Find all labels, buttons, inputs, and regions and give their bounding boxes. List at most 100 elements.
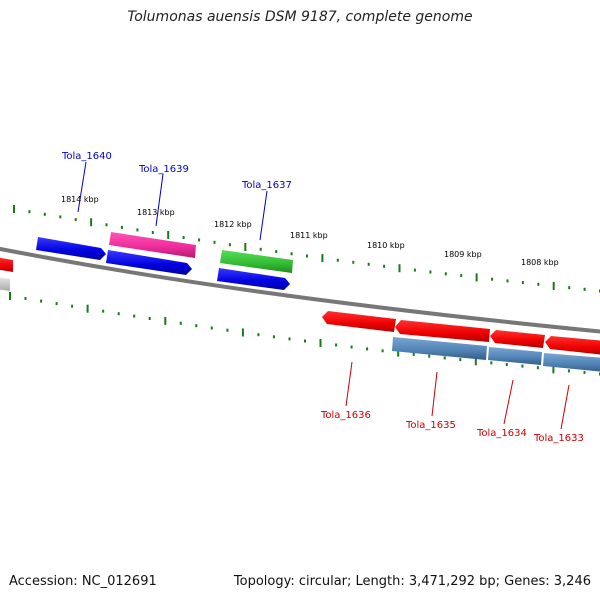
minor-tick [505,363,508,366]
major-tick [552,282,555,290]
inner-tick-ring [9,292,600,376]
major-tick [321,254,324,263]
operon-band-2[interactable] [488,347,542,365]
major-tick [9,292,11,300]
minor-tick [304,339,306,343]
gene-arrow-tola-1635[interactable] [395,320,490,342]
minor-tick [117,312,120,316]
major-tick [164,316,167,325]
minor-tick [24,297,27,300]
minor-tick [136,228,139,232]
operon-band-3[interactable] [543,353,600,372]
gene-arrow-tola-1636-fwd[interactable] [217,268,290,290]
label-leader [259,190,268,241]
minor-tick [583,287,586,291]
minor-tick [352,260,355,264]
scale-label: 1810 kbp [367,241,405,250]
minor-tick [74,218,77,222]
minor-tick [272,335,275,339]
gene-label-tola-1639[interactable]: Tola_1639 [138,164,189,175]
major-tick [475,273,478,282]
minor-tick [195,324,198,328]
minor-tick [210,326,213,330]
scale-label: 1808 kbp [521,258,559,267]
gene-label-tola-1634[interactable]: Tola_1634 [476,428,527,439]
gene-label-tola-1637[interactable]: Tola_1637 [241,180,292,191]
forward-features [0,232,293,291]
gene-arrow-tola-1638[interactable] [106,250,192,275]
minor-tick [151,231,154,234]
label-leader [155,173,164,227]
minor-tick [367,262,370,266]
major-tick [397,348,400,357]
minor-tick [43,212,46,216]
label-leader [560,384,570,430]
gene-label-tola-1635[interactable]: Tola_1635 [405,420,456,431]
gene-arrow-tola-1633[interactable] [545,336,600,355]
genome-backbone [0,246,600,334]
scale-label: 1813 kbp [137,208,175,217]
minor-tick [198,238,201,242]
minor-tick [148,317,151,320]
map-title: Tolumonas auensis DSM 9187, complete gen… [127,9,473,25]
minor-tick [350,345,353,349]
minor-tick [506,279,509,283]
minor-tick [102,309,105,313]
minor-tick [228,243,231,247]
minor-tick [428,354,431,358]
label-leader [431,371,438,417]
minor-tick [491,277,494,281]
operon-band-1[interactable] [392,337,487,360]
minor-tick [179,321,182,325]
major-tick [244,243,247,251]
minor-tick [120,225,123,229]
minor-tick [444,272,447,276]
major-tick [241,328,244,337]
minor-tick [521,281,524,285]
minor-tick [383,264,386,268]
minor-tick [40,299,43,303]
gene-arrow-tola-1640[interactable] [36,237,106,260]
minor-tick [537,282,540,286]
minor-tick [290,252,293,256]
gene-arrow-tola-1636[interactable] [322,311,396,332]
outer-tick-ring [13,205,600,293]
minor-tick [257,333,260,337]
minor-tick [381,349,384,353]
reverse-features [322,311,600,372]
gene-arrow-tola-1634[interactable] [490,330,545,348]
minor-tick [55,302,58,306]
gene-label-tola-1636[interactable]: Tola_1636 [320,410,371,421]
minor-tick [413,268,416,272]
minor-tick [567,369,570,373]
minor-tick [366,347,369,351]
major-tick [167,231,170,239]
scale-label: 1811 kbp [290,231,328,240]
gene-arrow-partial-grey[interactable] [0,277,10,291]
gene-arrow-tola-1639[interactable] [109,232,196,258]
minor-tick [133,314,136,318]
gene-label-tola-1640[interactable]: Tola_1640 [61,151,112,162]
label-leader [345,361,353,407]
gene-arrow-partial-red[interactable] [0,257,13,272]
major-tick [90,218,93,227]
minor-tick [335,343,338,347]
major-tick [398,264,401,273]
genome-summary-text: Topology: circular; Length: 3,471,292 bp… [233,574,591,589]
major-tick [552,365,555,374]
minor-tick [275,250,278,254]
major-tick [13,205,15,213]
label-leader [77,161,87,213]
gene-arrow-tola-1637[interactable] [220,250,293,273]
scale-label: 1809 kbp [444,250,482,259]
gene-label-tola-1633[interactable]: Tola_1633 [533,433,584,444]
minor-tick [521,364,524,368]
minor-tick [490,361,493,365]
scale-label: 1812 kbp [214,220,252,229]
minor-tick [28,210,31,214]
minor-tick [583,370,586,374]
minor-tick [182,236,185,239]
minor-tick [226,328,229,332]
